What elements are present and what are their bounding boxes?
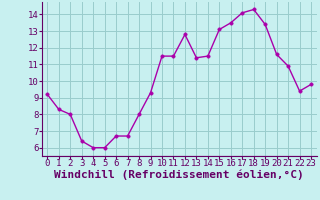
X-axis label: Windchill (Refroidissement éolien,°C): Windchill (Refroidissement éolien,°C) [54, 169, 304, 180]
